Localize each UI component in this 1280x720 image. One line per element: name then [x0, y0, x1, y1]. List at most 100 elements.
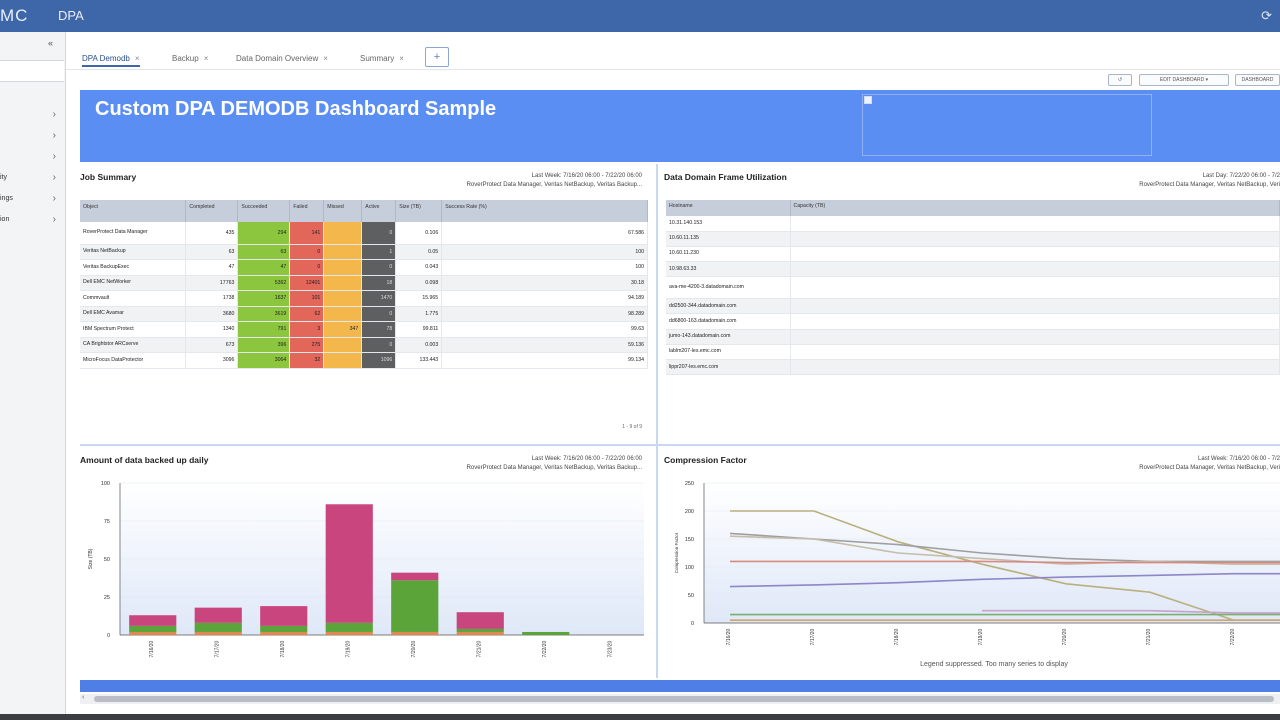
refresh-dashboard-button[interactable]: ↺ — [1108, 74, 1132, 86]
table-row[interactable]: 10.60.11.135 — [666, 231, 1280, 247]
hostname-cell: ava-me-4200-3.datadomain.com — [666, 276, 791, 300]
table-row[interactable]: MicroFocus DataProtector 3096 3064 32 1096 13… — [80, 352, 648, 369]
job-summary-panel: Job Summary Last Week: 7/16/20 06:00 - 7… — [80, 172, 654, 442]
column-header[interactable]: Size (TB) — [395, 200, 443, 222]
table-cell — [323, 306, 363, 322]
close-icon[interactable]: × — [203, 54, 209, 63]
table-cell: 0.043 — [395, 259, 443, 276]
table-cell — [323, 244, 363, 260]
table-row[interactable]: 10.60.11.230 — [666, 246, 1280, 263]
broken-image-icon — [864, 96, 872, 104]
capacity-cell — [790, 246, 1280, 263]
table-cell: 0 — [361, 306, 397, 322]
table-cell: 17763 — [185, 275, 239, 291]
collapse-sidebar-icon[interactable]: « — [48, 38, 54, 48]
table-row[interactable]: Veritas NetBackup 63 63 0 1 0.05 100 — [80, 244, 648, 260]
y-tick-label: 0 — [107, 633, 110, 639]
column-header[interactable]: Failed — [289, 200, 325, 222]
sidebar-item[interactable]: › — [0, 108, 64, 124]
column-header[interactable]: Capacity (TB) — [790, 200, 1280, 216]
bar-segment — [391, 572, 439, 581]
scroll-left-icon[interactable]: ‹ — [82, 694, 85, 701]
table-cell: 32 — [289, 352, 325, 369]
bar-segment — [129, 631, 177, 635]
tab-summary[interactable]: Summary × — [360, 54, 404, 63]
table-row[interactable]: jumo-143.datadomain.com — [666, 329, 1280, 345]
sidebar-search-input[interactable] — [0, 60, 64, 82]
column-header[interactable]: Object — [80, 200, 187, 222]
y-tick-label: 25 — [104, 595, 110, 601]
sidebar-item[interactable]: ings › — [0, 193, 56, 204]
table-cell: 133.443 — [395, 352, 443, 369]
bar-segment — [391, 631, 439, 635]
edit-dashboard-button[interactable]: EDIT DASHBOARD ▾ — [1139, 74, 1229, 86]
panel-meta: Last Week: 7/16/20 06:00 - 7/22/20 06:00… — [466, 173, 642, 188]
chevron-right-icon: › — [52, 214, 56, 225]
table-row[interactable]: dd2500-344.datadomain.com — [666, 298, 1280, 315]
table-cell: 101 — [289, 290, 325, 307]
column-header[interactable]: Completed — [185, 200, 239, 222]
bar-segment — [194, 622, 242, 632]
sidebar-item[interactable]: › — [0, 150, 64, 166]
tab-dpa-demodb[interactable]: DPA Demodb × — [82, 54, 140, 67]
panel-divider-vertical — [656, 164, 658, 678]
y-tick-label: 0 — [691, 621, 694, 627]
x-tick-label: 7/22/20 — [542, 640, 548, 657]
table-row[interactable]: RoverProtect Data Manager 435 294 141 0 0.106… — [80, 222, 648, 245]
column-header[interactable]: Hostname — [666, 200, 791, 216]
table-cell: 294 — [237, 222, 291, 245]
chevron-right-icon: › — [52, 109, 56, 120]
bar-segment — [391, 580, 439, 632]
table-row[interactable]: lablm207-les.emc.com — [666, 344, 1280, 361]
scrollbar-thumb[interactable] — [94, 696, 1274, 702]
y-tick-label: 100 — [101, 481, 110, 487]
table-row[interactable]: Dell EMC Avamar 3680 3619 62 0 1.775 98.289 — [80, 306, 648, 322]
horizontal-scrollbar[interactable]: ‹ — [80, 694, 1280, 704]
refresh-icon[interactable]: ⟳ — [1261, 8, 1272, 23]
table-row[interactable]: 10.98.63.33 — [666, 261, 1280, 278]
series-line — [729, 572, 1280, 588]
table-row[interactable]: Veritas BackupExec 47 47 0 0 0.043 100 — [80, 259, 648, 276]
close-icon[interactable]: × — [323, 54, 328, 63]
table-cell: 0.098 — [395, 275, 443, 291]
column-header[interactable]: Missed — [323, 200, 363, 222]
app-name[interactable]: DPA — [58, 8, 84, 23]
column-header[interactable]: Success Rate (%) — [441, 200, 648, 222]
table-cell: 347 — [323, 321, 363, 338]
close-icon[interactable]: × — [134, 54, 140, 63]
add-tab-button[interactable]: + — [425, 47, 449, 67]
table-row[interactable]: 10.31.140.153 — [666, 216, 1280, 232]
column-header[interactable]: Succeeded — [237, 200, 291, 222]
x-tick-label: 7/18/20 — [280, 640, 286, 657]
table-row[interactable]: lippr207-les.emc.com — [666, 359, 1280, 376]
table-pager[interactable]: 1 - 9 of 9 — [622, 424, 642, 430]
table-cell: CA Brightstor ARCserve — [80, 337, 187, 353]
table-cell: 0.003 — [395, 337, 443, 353]
table-cell: IBM Spectrum Protect — [80, 321, 187, 338]
sidebar-item[interactable]: ity › — [0, 172, 56, 183]
table-row[interactable]: CA Brightstor ARCserve 673 396 275 0 0.003 59.… — [80, 337, 648, 353]
daily-backup-chart-panel: Amount of data backed up daily Last Week… — [80, 455, 654, 677]
table-row[interactable]: dd6800-163.datadomain.com — [666, 313, 1280, 330]
column-header[interactable]: Active — [361, 200, 397, 222]
table-row[interactable]: Commvault 1738 1637 101 1470 15.965 94.189 — [80, 290, 648, 307]
capacity-cell — [790, 344, 1280, 361]
table-row[interactable]: IBM Spectrum Protect 1340 791 3 347 78 99.811 9… — [80, 321, 648, 338]
capacity-cell — [790, 298, 1280, 315]
sidebar-item[interactable]: › — [0, 129, 64, 145]
table-cell: 673 — [185, 337, 239, 353]
bar-segment — [129, 625, 177, 632]
dashboard-menu-button[interactable]: DASHBOARD — [1235, 74, 1280, 86]
x-tick-label: 7/23/20 — [607, 640, 613, 657]
table-cell — [323, 352, 363, 369]
capacity-cell — [790, 276, 1280, 300]
dashboard-title: Custom DPA DEMODB Dashboard Sample — [95, 98, 497, 120]
hostname-cell: lippr207-les.emc.com — [666, 359, 791, 376]
table-cell: 1.775 — [395, 306, 443, 322]
close-icon[interactable]: × — [399, 54, 404, 63]
sidebar-item[interactable]: ion › — [0, 214, 56, 225]
table-row[interactable]: ava-me-4200-3.datadomain.com — [666, 276, 1280, 300]
table-row[interactable]: Dell EMC NetWorker 17763 5362 12401 18 0.098 3… — [80, 275, 648, 291]
tab-backup[interactable]: Backup × — [172, 54, 209, 63]
tab-data-domain-overview[interactable]: Data Domain Overview × — [236, 54, 328, 63]
